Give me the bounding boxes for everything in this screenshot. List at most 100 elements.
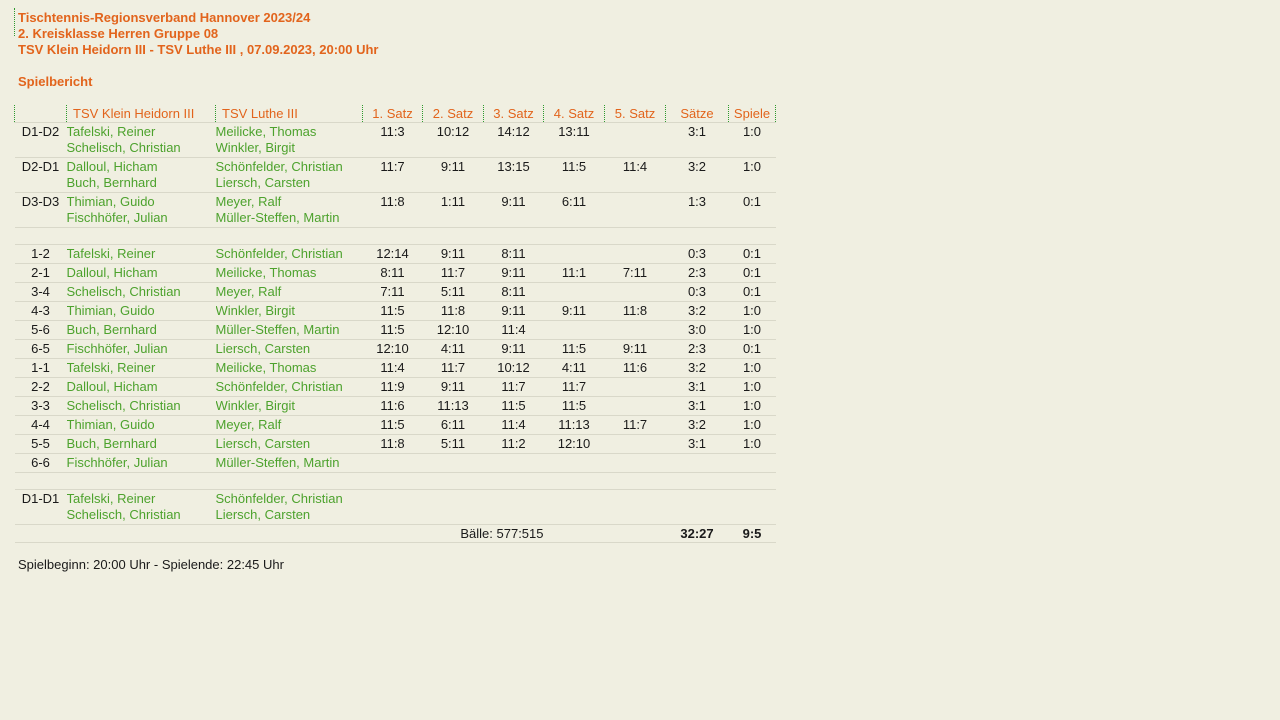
home-players-cell: Thimian, Guido <box>66 301 216 321</box>
set5-score-cell: 11:7 <box>604 415 666 435</box>
totals-empty-set4 <box>543 524 605 543</box>
away-player-name: Schönfelder, Christian <box>215 159 343 174</box>
set3-score-cell: 11:7 <box>483 377 544 397</box>
saetze-cell: 2:3 <box>665 263 729 283</box>
spiele-cell: 1:0 <box>728 157 776 193</box>
set1-score-cell: 12:14 <box>362 244 423 264</box>
away-player-name: Liersch, Carsten <box>215 175 311 190</box>
set3-score-cell: 11:5 <box>483 396 544 416</box>
match-row: 1-2 Tafelski, Reiner Schönfelder, Christia… <box>14 244 776 264</box>
set1-score-cell: 11:7 <box>362 157 423 193</box>
match-id-cell: 3-4 <box>14 282 67 302</box>
set5-score-cell <box>604 396 666 416</box>
spiele-cell: 0:1 <box>728 192 776 228</box>
column-header-away-team: TSV Luthe III <box>215 105 363 123</box>
spiele-cell: 1:0 <box>728 396 776 416</box>
match-id-cell: 6-6 <box>14 453 67 473</box>
saetze-cell: 3:2 <box>665 415 729 435</box>
away-players-cell: Meilicke, Thomas <box>215 358 363 378</box>
spiele-cell: 0:1 <box>728 339 776 359</box>
away-player-name: Meyer, Ralf <box>215 417 282 432</box>
set4-score-cell <box>543 244 605 264</box>
column-header-id <box>14 105 67 123</box>
saetze-cell: 3:1 <box>665 396 729 416</box>
set2-score-cell: 11:13 <box>422 396 484 416</box>
report-header: Tischtennis-Regionsverband Hannover 2023… <box>14 8 776 58</box>
match-row: 5-6 Buch, Bernhard Müller-Steffen, Martin 1… <box>14 320 776 340</box>
column-header-set3: 3. Satz <box>483 105 544 123</box>
set5-score-cell <box>604 320 666 340</box>
set2-score-cell: 11:8 <box>422 301 484 321</box>
set4-score-cell: 4:11 <box>543 358 605 378</box>
column-header-spiele: Spiele <box>728 105 776 123</box>
set2-score-cell: 9:11 <box>422 157 484 193</box>
home-players-cell: Thimian, Guido <box>66 415 216 435</box>
home-players-cell: Buch, Bernhard <box>66 320 216 340</box>
set3-score-cell: 9:11 <box>483 263 544 283</box>
match-row: 1-1 Tafelski, Reiner Meilicke, Thomas 11:4 1… <box>14 358 776 378</box>
spiele-cell: 0:1 <box>728 282 776 302</box>
away-player-name: Schönfelder, Christian <box>215 491 343 506</box>
set1-score-cell: 12:10 <box>362 339 423 359</box>
column-header-set1: 1. Satz <box>362 105 423 123</box>
match-id-cell: 1-2 <box>14 244 67 264</box>
match-id-cell: 1-1 <box>14 358 67 378</box>
away-players-cell: Schönfelder, Christian <box>215 377 363 397</box>
balls-total: Bälle: 577:515 <box>14 524 544 543</box>
away-players-cell: Müller-Steffen, Martin <box>215 453 363 473</box>
match-row: D2-D1 Dalloul, Hicham Buch, Bernhard Schönf… <box>14 157 776 193</box>
home-player-name: Fischhöfer, Julian <box>66 455 168 470</box>
table-totals: Bälle: 577:515 32:27 9:5 <box>14 524 776 543</box>
spiele-cell: 1:0 <box>728 122 776 158</box>
table-header-row: TSV Klein Heidorn III TSV Luthe III 1. S… <box>14 105 776 123</box>
saetze-cell <box>665 489 729 525</box>
set1-score-cell: 11:5 <box>362 320 423 340</box>
away-player-name: Winkler, Birgit <box>215 398 295 413</box>
home-player-name: Tafelski, Reiner <box>66 360 156 375</box>
spiele-cell: 1:0 <box>728 358 776 378</box>
spacer-cell <box>14 227 776 245</box>
set2-score-cell: 10:12 <box>422 122 484 158</box>
set1-score-cell <box>362 489 423 525</box>
home-player-name: Fischhöfer, Julian <box>66 210 168 225</box>
away-players-cell: Meilicke, Thomas <box>215 263 363 283</box>
set3-score-cell: 10:12 <box>483 358 544 378</box>
set2-score-cell: 9:11 <box>422 244 484 264</box>
set4-score-cell <box>543 320 605 340</box>
league-group-subtitle: 2. Kreisklasse Herren Gruppe 08 <box>18 26 219 41</box>
set3-score-cell: 11:4 <box>483 415 544 435</box>
match-id-cell: 4-4 <box>14 415 67 435</box>
match-report-table: TSV Klein Heidorn III TSV Luthe III 1. S… <box>14 105 776 543</box>
set5-score-cell <box>604 453 666 473</box>
match-id-cell: D1-D2 <box>14 122 67 158</box>
set2-score-cell: 4:11 <box>422 339 484 359</box>
totals-row: Bälle: 577:515 32:27 9:5 <box>14 524 776 543</box>
away-players-cell: Schönfelder, Christian <box>215 244 363 264</box>
away-player-name: Meyer, Ralf <box>215 284 282 299</box>
spacer-cell <box>14 472 776 490</box>
home-player-name: Buch, Bernhard <box>66 436 157 451</box>
set4-score-cell: 11:5 <box>543 157 605 193</box>
set3-score-cell <box>483 453 544 473</box>
set5-score-cell <box>604 192 666 228</box>
home-player-name: Buch, Bernhard <box>66 322 157 337</box>
set3-score-cell: 9:11 <box>483 339 544 359</box>
set5-score-cell <box>604 377 666 397</box>
away-players-cell: Liersch, Carsten <box>215 339 363 359</box>
away-player-name: Winkler, Birgit <box>215 303 295 318</box>
home-players-cell: Thimian, Guido Fischhöfer, Julian <box>66 192 216 228</box>
set1-score-cell: 11:3 <box>362 122 423 158</box>
league-association-title: Tischtennis-Regionsverband Hannover 2023… <box>18 10 311 25</box>
set1-score-cell: 11:8 <box>362 192 423 228</box>
away-players-cell: Winkler, Birgit <box>215 301 363 321</box>
set5-score-cell <box>604 489 666 525</box>
saetze-cell: 0:3 <box>665 244 729 264</box>
match-times-line: Spielbeginn: 20:00 Uhr - Spielende: 22:4… <box>18 557 284 572</box>
set1-score-cell: 7:11 <box>362 282 423 302</box>
away-player-name: Liersch, Carsten <box>215 341 311 356</box>
home-players-cell: Tafelski, Reiner <box>66 244 216 264</box>
set5-score-cell: 11:8 <box>604 301 666 321</box>
set4-score-cell: 6:11 <box>543 192 605 228</box>
column-header-set4: 4. Satz <box>543 105 605 123</box>
spiele-cell <box>728 489 776 525</box>
